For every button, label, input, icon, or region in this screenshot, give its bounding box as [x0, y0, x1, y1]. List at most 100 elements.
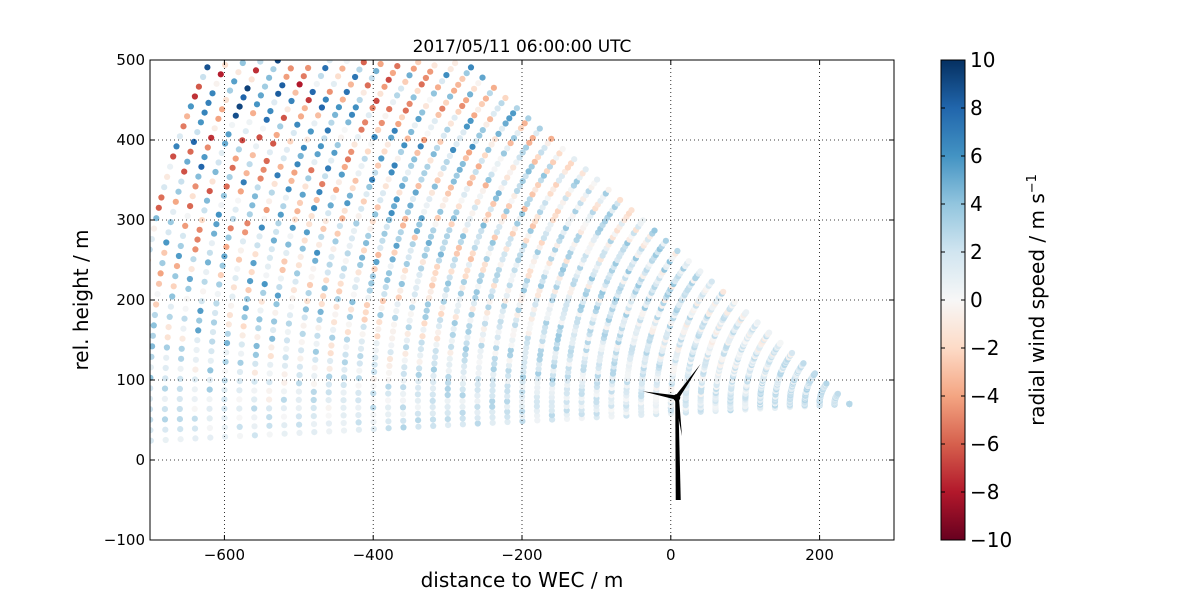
colorbar-tick-label: −10	[970, 528, 1012, 552]
scan-point	[423, 307, 430, 314]
scan-point	[456, 296, 463, 303]
scan-point	[400, 377, 407, 384]
scan-point	[402, 78, 409, 85]
scan-point	[350, 291, 357, 298]
scan-point	[271, 180, 278, 187]
scan-point	[514, 220, 521, 227]
scan-point	[324, 127, 331, 134]
scan-point	[340, 389, 347, 396]
scan-point	[180, 123, 187, 130]
scan-point	[369, 104, 376, 112]
scan-point	[628, 207, 635, 214]
scan-point	[325, 412, 332, 419]
scan-point	[348, 306, 355, 313]
scan-point	[489, 239, 496, 246]
scan-point	[548, 407, 555, 414]
scan-point	[510, 164, 517, 171]
scan-point	[426, 96, 433, 103]
scan-point	[172, 198, 179, 205]
scan-point	[697, 268, 704, 275]
scan-point	[176, 416, 183, 423]
scan-point	[463, 123, 470, 130]
scan-point	[326, 365, 333, 372]
scan-point	[213, 221, 220, 228]
scan-point	[452, 314, 459, 321]
chart-title: 2017/05/11 06:00:00 UTC	[413, 37, 632, 57]
scan-point	[503, 292, 510, 299]
scan-point	[479, 336, 486, 344]
scan-point	[459, 421, 466, 428]
scan-point	[237, 188, 244, 195]
scan-point	[183, 295, 190, 302]
scan-point	[475, 370, 482, 377]
scan-point	[310, 388, 317, 395]
scan-point	[280, 155, 287, 162]
scan-point	[370, 418, 377, 425]
scan-point	[432, 347, 439, 355]
scan-point	[408, 128, 415, 136]
scan-point	[296, 421, 303, 428]
scan-point	[447, 184, 454, 191]
scan-point	[541, 144, 548, 151]
scan-point	[196, 317, 203, 324]
scan-point	[372, 347, 379, 354]
scan-point	[425, 239, 432, 247]
scan-point	[326, 428, 333, 435]
scan-point	[505, 372, 512, 379]
scan-point	[180, 325, 187, 332]
scan-point	[232, 112, 239, 119]
scan-point	[198, 298, 205, 305]
scan-point	[486, 90, 493, 97]
scan-point	[451, 114, 458, 121]
scan-point	[482, 315, 490, 322]
scan-point	[469, 174, 476, 181]
scan-point	[433, 144, 441, 152]
scan-point	[209, 178, 216, 185]
scan-point	[448, 268, 455, 275]
scan-point	[594, 176, 601, 183]
scan-point	[529, 191, 536, 198]
scan-point	[511, 192, 518, 200]
scan-point	[261, 281, 268, 288]
scan-point	[472, 294, 479, 301]
scan-point	[236, 387, 243, 394]
scan-point	[344, 156, 352, 163]
scan-point	[478, 272, 485, 279]
scan-point	[446, 227, 453, 234]
scan-point	[189, 193, 196, 200]
scan-point	[297, 355, 304, 362]
scan-point	[427, 288, 434, 295]
scan-point	[377, 244, 384, 251]
scan-point	[493, 339, 500, 346]
scan-point	[430, 151, 437, 158]
scan-point	[333, 186, 340, 193]
scan-point	[375, 162, 382, 169]
scan-point	[264, 263, 272, 270]
scan-point	[266, 387, 273, 394]
scan-point	[263, 157, 270, 165]
scan-point	[536, 287, 543, 294]
scan-point	[179, 335, 186, 342]
scan-point	[515, 257, 522, 264]
scan-point	[507, 347, 514, 354]
scan-point	[406, 100, 413, 107]
scan-point	[480, 266, 487, 273]
scan-point	[209, 338, 216, 345]
scan-point	[471, 112, 478, 119]
scan-point	[481, 261, 488, 268]
scan-point	[453, 209, 460, 216]
scan-point	[462, 155, 469, 162]
scan-point	[402, 350, 409, 357]
scan-point	[445, 422, 452, 429]
x-axis-ticks: −600 −400 −200 0 200	[204, 60, 834, 564]
scan-point	[363, 302, 371, 309]
scan-point	[268, 246, 275, 253]
scan-point	[311, 205, 318, 212]
scan-point	[358, 126, 365, 133]
scan-point	[373, 68, 380, 75]
scan-point	[534, 213, 541, 220]
scan-point	[523, 339, 531, 346]
scan-point	[260, 289, 267, 296]
scan-point	[451, 87, 458, 94]
scan-point	[538, 342, 545, 349]
